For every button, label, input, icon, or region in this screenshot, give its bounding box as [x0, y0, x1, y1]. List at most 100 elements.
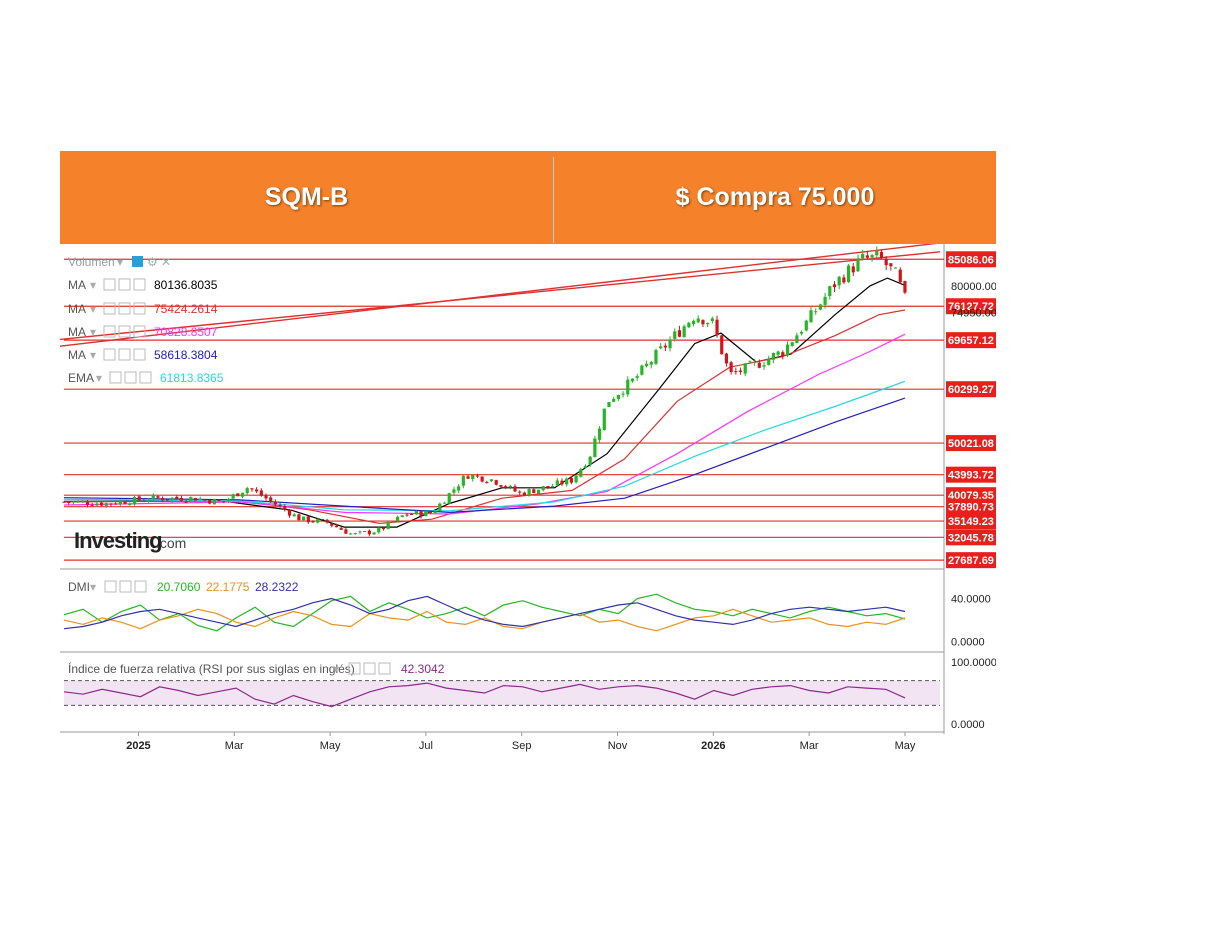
candle-body — [414, 510, 418, 515]
chevron-down-icon[interactable]: ▾ — [333, 662, 339, 676]
candle-body — [865, 255, 869, 258]
chevron-down-icon[interactable]: ▾ — [90, 580, 96, 594]
candle-body — [255, 489, 259, 492]
candle-body — [673, 331, 677, 339]
legend-ma-2-value: 75424.2614 — [154, 302, 218, 316]
candle-body — [358, 531, 362, 533]
dmi-series-line — [63, 595, 906, 630]
chevron-down-icon[interactable]: ▾ — [117, 255, 123, 269]
candle-body — [706, 322, 710, 325]
chevron-down-icon[interactable]: ▾ — [96, 371, 102, 385]
price-chart[interactable]: 85086.06 76127.72 69657.12 60299.27 50021.08… — [60, 244, 996, 758]
rsi-series-line — [63, 682, 906, 708]
candle-body — [757, 362, 761, 368]
candle-body — [663, 345, 667, 348]
candle-body — [781, 352, 785, 356]
candle-body — [574, 475, 578, 483]
candle-body — [485, 482, 489, 484]
gear-icon[interactable] — [118, 302, 131, 315]
candle-body — [118, 501, 122, 505]
legend-ma-4-label: MA — [68, 348, 86, 362]
price-level-label: 43993.72 — [948, 470, 994, 482]
candle-body — [818, 304, 822, 310]
close-icon[interactable] — [133, 325, 146, 338]
gear-icon[interactable] — [118, 325, 131, 338]
candle-body — [250, 488, 254, 490]
close-icon[interactable] — [134, 580, 147, 593]
candle-body — [433, 511, 437, 514]
candle-body — [527, 489, 531, 495]
legend-ma-4[interactable]: MA ▾ 58618.3804 — [68, 348, 218, 362]
gear-icon[interactable] — [124, 371, 137, 384]
chevron-down-icon[interactable]: ▾ — [90, 278, 96, 292]
eye-icon[interactable] — [104, 580, 117, 593]
eye-icon[interactable] — [103, 325, 116, 338]
gear-icon[interactable] — [363, 662, 376, 675]
legend-rsi[interactable]: Índice de fuerza relativa (RSI por sus s… — [68, 661, 445, 676]
candle-body — [438, 503, 442, 511]
close-icon[interactable]: ✕ — [161, 255, 171, 269]
gear-icon[interactable] — [118, 278, 131, 291]
close-icon[interactable] — [133, 278, 146, 291]
legend-ma-1[interactable]: MA ▾ 80136.8035 — [68, 278, 218, 292]
candlesticks — [62, 246, 907, 537]
chevron-down-icon[interactable]: ▾ — [90, 302, 96, 316]
candle-body — [395, 516, 400, 522]
candle-body — [499, 485, 503, 487]
candle-body — [311, 521, 315, 523]
candle-body — [405, 514, 409, 516]
price-level-label-bg — [946, 529, 996, 546]
time-tick-label: Sep — [512, 740, 532, 752]
gear-icon[interactable] — [118, 348, 131, 361]
eye-icon[interactable] — [103, 302, 116, 315]
gear-icon[interactable] — [119, 580, 132, 593]
candle-body — [710, 318, 714, 322]
candle-body — [494, 480, 498, 485]
candle-body — [151, 495, 155, 500]
candle-body — [720, 335, 724, 355]
close-icon[interactable] — [139, 371, 152, 384]
candle-body — [67, 501, 71, 503]
candle-body — [442, 502, 447, 504]
candle-body — [400, 515, 404, 518]
close-icon[interactable] — [133, 348, 146, 361]
legend-ma-3[interactable]: MA ▾ 70828.8507 — [68, 325, 218, 339]
legend-volume[interactable]: Volumen ▾ ⚙ ✕ — [68, 255, 171, 269]
legend-dmi[interactable]: DMI ▾ 20.7060 22.1775 28.2322 — [68, 580, 299, 594]
legend-adx-value: 28.2322 — [255, 580, 299, 594]
candle-body — [475, 475, 480, 477]
candle-body — [621, 393, 625, 395]
candle-body — [898, 269, 902, 283]
candle-body — [668, 339, 672, 349]
candle-body — [771, 353, 776, 360]
eye-icon[interactable] — [348, 662, 361, 675]
eye-icon[interactable] — [109, 371, 122, 384]
candle-body — [179, 497, 184, 501]
close-icon[interactable] — [378, 662, 391, 675]
candle-body — [565, 478, 569, 485]
candle-body — [184, 501, 188, 503]
eye-icon[interactable] — [103, 278, 116, 291]
moving-average-line — [63, 380, 906, 512]
chevron-down-icon[interactable]: ▾ — [90, 348, 96, 362]
rsi-tick-label: 0.0000 — [951, 719, 985, 731]
chevron-down-icon[interactable]: ▾ — [90, 325, 96, 339]
legend-ma-1-label: MA — [68, 278, 86, 292]
price-tick-label: 80000.00 — [951, 281, 996, 293]
close-icon[interactable] — [133, 302, 146, 315]
candle-body — [62, 501, 66, 503]
time-tick-label: Jul — [419, 740, 433, 752]
legend-ema[interactable]: EMA ▾ 61813.8365 — [68, 371, 224, 385]
candle-body — [649, 362, 653, 365]
candle-body — [137, 496, 141, 501]
gear-icon[interactable]: ⚙ — [147, 255, 158, 269]
candle-body — [701, 319, 705, 325]
candle-body — [762, 365, 766, 367]
eye-icon[interactable] — [132, 256, 143, 267]
candle-body — [583, 466, 588, 468]
trendline — [60, 251, 941, 341]
legend-ma-2[interactable]: MA ▾ 75424.2614 — [68, 302, 218, 316]
legend-ema-value: 61813.8365 — [160, 371, 224, 385]
eye-icon[interactable] — [103, 348, 116, 361]
candle-body — [302, 516, 306, 521]
